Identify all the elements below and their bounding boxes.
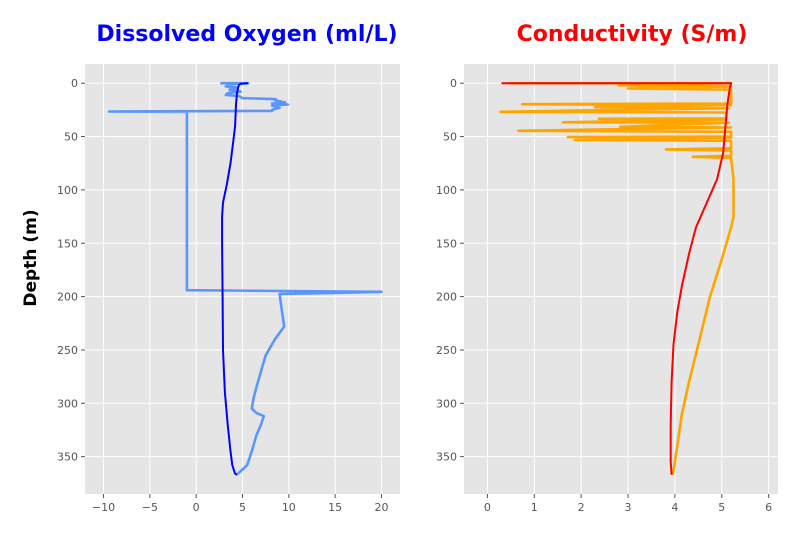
x-tick-label: 15 (328, 501, 342, 514)
y-tick-label: 300 (436, 397, 457, 410)
series-line-0 (499, 81, 735, 476)
x-tick-label: 0 (193, 501, 200, 514)
series-line-0 (107, 81, 383, 476)
series-line-1 (221, 82, 249, 476)
x-tick-label: 10 (282, 501, 296, 514)
x-tick-label: 6 (765, 501, 772, 514)
x-tick-label: 20 (374, 501, 388, 514)
y-tick-label: 200 (436, 291, 457, 304)
x-tick-label: 2 (578, 501, 585, 514)
x-tick-label: 1 (531, 501, 538, 514)
x-tick-label: 5 (718, 501, 725, 514)
y-tick-label: 250 (436, 344, 457, 357)
conductivity-plot: 0 1 2 3 4 5 6 0 50 100 150 200 250 300 350 (436, 64, 778, 514)
y-tick-label: 0 (450, 77, 457, 90)
do-chart-title: Dissolved Oxygen (ml/L) (96, 22, 397, 47)
y-tick-label: 350 (436, 451, 457, 464)
y-tick-label: 250 (57, 344, 78, 357)
y-tick-label: 50 (64, 131, 78, 144)
series-line-1 (501, 82, 733, 475)
y-tick-label: 300 (57, 397, 78, 410)
x-tick-label: −10 (92, 501, 115, 514)
x-tick-label: 5 (239, 501, 246, 514)
y-tick-label: 100 (57, 184, 78, 197)
y-axis-label: Depth (m) (21, 209, 41, 306)
y-tick-label: 0 (71, 77, 78, 90)
x-tick-label: 0 (484, 501, 491, 514)
y-tick-label: 350 (57, 451, 78, 464)
conductivity-chart-title: Conductivity (S/m) (517, 22, 748, 47)
x-tick-label: 4 (671, 501, 678, 514)
y-tick-label: 150 (57, 237, 78, 250)
y-tick-label: 200 (57, 291, 78, 304)
y-tick-label: 50 (443, 131, 457, 144)
y-tick-label: 100 (436, 184, 457, 197)
x-tick-label: 3 (625, 501, 632, 514)
y-tick-label: 150 (436, 237, 457, 250)
x-tick-label: −5 (142, 501, 158, 514)
